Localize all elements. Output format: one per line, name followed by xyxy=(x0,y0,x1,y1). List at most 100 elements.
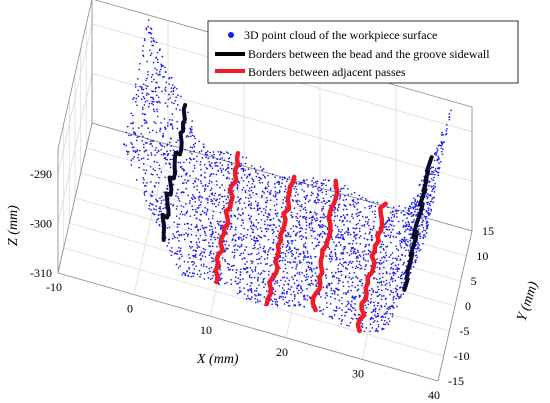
cloud-point xyxy=(356,215,359,218)
cloud-point xyxy=(237,208,240,210)
cloud-point xyxy=(340,234,343,237)
cloud-point xyxy=(389,289,392,292)
cloud-point xyxy=(237,172,240,175)
cloud-point xyxy=(177,139,179,142)
cloud-point xyxy=(153,110,156,113)
cloud-point xyxy=(225,240,227,243)
cloud-point xyxy=(350,303,352,306)
cloud-point xyxy=(256,299,259,301)
cloud-point xyxy=(395,247,398,250)
cloud-point xyxy=(425,195,428,197)
cloud-point xyxy=(387,219,390,221)
cloud-point xyxy=(419,237,421,240)
cloud-point xyxy=(414,210,416,213)
cloud-point xyxy=(355,275,357,278)
cloud-point xyxy=(376,312,379,315)
cloud-point xyxy=(295,268,297,270)
cloud-point xyxy=(161,55,164,58)
cloud-point xyxy=(368,224,370,227)
cloud-point xyxy=(257,247,259,250)
cloud-point xyxy=(386,288,389,291)
cloud-point xyxy=(335,277,338,279)
cloud-point xyxy=(376,304,379,307)
cloud-point xyxy=(335,236,337,239)
cloud-point xyxy=(198,151,201,153)
cloud-point xyxy=(384,312,387,315)
cloud-point xyxy=(381,295,383,297)
cloud-point xyxy=(147,105,150,108)
cloud-point xyxy=(252,231,255,234)
cloud-point xyxy=(422,219,425,222)
cloud-point xyxy=(306,256,309,258)
cloud-point xyxy=(296,217,299,219)
cloud-point xyxy=(273,204,276,207)
cloud-point xyxy=(284,267,287,270)
cloud-point xyxy=(311,229,314,232)
cloud-point xyxy=(224,282,226,285)
cloud-point xyxy=(320,182,323,184)
cloud-point xyxy=(246,295,249,297)
cloud-point xyxy=(180,175,183,178)
cloud-point xyxy=(338,277,340,280)
cloud-point xyxy=(199,163,202,166)
cloud-point xyxy=(217,224,220,226)
cloud-point xyxy=(281,176,284,179)
cloud-point xyxy=(356,198,359,201)
cloud-point xyxy=(383,319,386,322)
cloud-point xyxy=(150,154,153,156)
cloud-point xyxy=(416,256,419,259)
cloud-point xyxy=(286,272,288,274)
cloud-point xyxy=(416,205,418,207)
cloud-point xyxy=(392,211,394,213)
cloud-point xyxy=(442,133,445,136)
cloud-point xyxy=(126,151,129,153)
cloud-point xyxy=(296,219,298,222)
cloud-point xyxy=(282,202,284,204)
cloud-point xyxy=(136,150,138,153)
cloud-point xyxy=(329,189,332,191)
cloud-point xyxy=(344,246,346,248)
cloud-point xyxy=(368,207,371,210)
cloud-point xyxy=(319,216,322,219)
cloud-point xyxy=(192,182,195,185)
cloud-point xyxy=(228,263,231,266)
cloud-point xyxy=(361,196,364,199)
cloud-point xyxy=(242,170,245,173)
cloud-point xyxy=(198,204,200,207)
cloud-point xyxy=(217,222,219,225)
cloud-point xyxy=(150,32,153,35)
cloud-point xyxy=(312,192,314,195)
cloud-point xyxy=(369,317,372,320)
cloud-point xyxy=(264,212,267,214)
cloud-point xyxy=(372,225,375,228)
cloud-point xyxy=(263,277,265,280)
cloud-point xyxy=(250,222,253,224)
cloud-point xyxy=(176,104,179,106)
cloud-point xyxy=(219,186,221,189)
cloud-point xyxy=(215,205,217,208)
cloud-point xyxy=(425,210,428,212)
cloud-point xyxy=(211,202,214,205)
cloud-point xyxy=(333,211,336,214)
cloud-point xyxy=(282,243,285,246)
cloud-point xyxy=(269,265,272,267)
cloud-point xyxy=(357,201,360,204)
cloud-point xyxy=(347,193,350,196)
cloud-point xyxy=(376,285,379,288)
cloud-point xyxy=(193,135,196,138)
cloud-point xyxy=(360,325,363,327)
cloud-point xyxy=(145,200,147,202)
cloud-point xyxy=(253,293,256,296)
cloud-point xyxy=(239,268,242,271)
cloud-point xyxy=(276,181,278,184)
cloud-point xyxy=(286,292,288,295)
x-tick-label: 10 xyxy=(200,323,212,337)
cloud-point xyxy=(299,181,302,184)
cloud-point xyxy=(233,251,236,254)
cloud-point xyxy=(275,226,277,229)
cloud-point xyxy=(315,280,317,282)
cloud-point xyxy=(318,241,321,244)
cloud-point xyxy=(380,243,383,246)
cloud-point xyxy=(159,208,162,210)
